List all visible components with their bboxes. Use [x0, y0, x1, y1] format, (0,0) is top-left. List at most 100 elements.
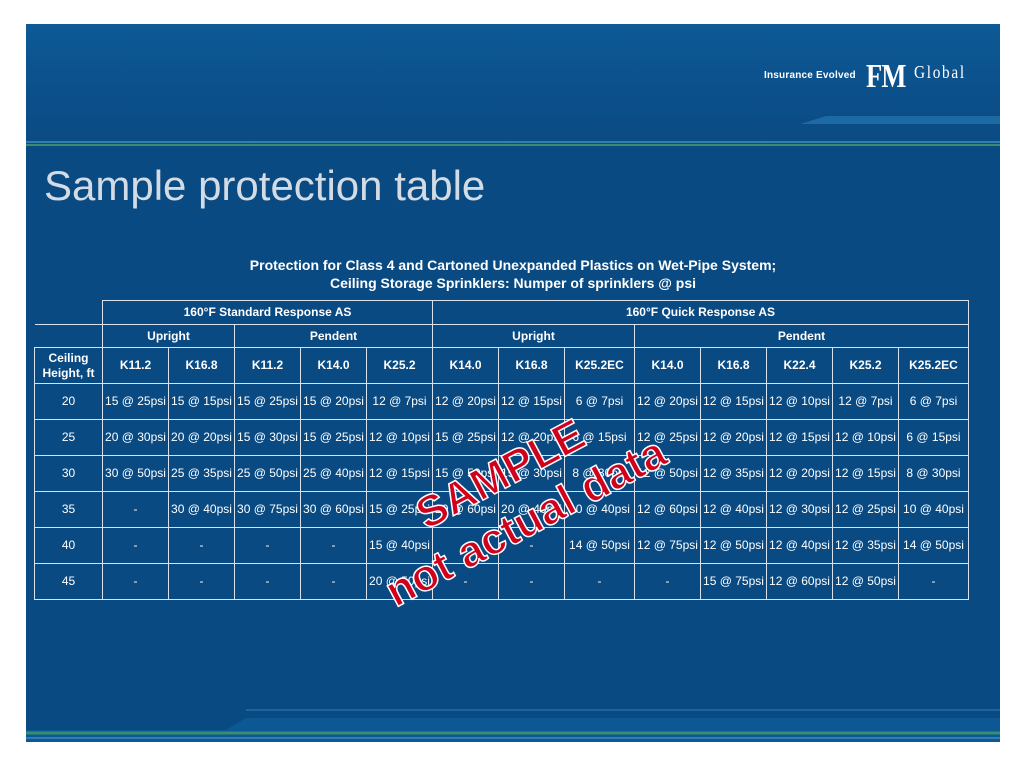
subgroup-quick-upright: Upright — [432, 324, 635, 348]
table-cell: 8 @ 30psi — [898, 455, 969, 492]
table-cell: - — [498, 563, 565, 600]
table-cell: 12 @ 50psi — [700, 527, 767, 564]
table-cell: 6 @ 15psi — [898, 419, 969, 456]
table-cell: 6 @ 15psi — [564, 419, 635, 456]
table-cell: 30 @ 50psi — [102, 455, 169, 492]
k-factor-header: K25.2 — [366, 347, 433, 384]
group-header-standard: 160°F Standard Response AS — [102, 300, 433, 325]
table-cell: 12 @ 25psi — [832, 491, 899, 528]
table-cell: - — [432, 527, 499, 564]
table-cell: 6 @ 7psi — [898, 383, 969, 420]
table-cell: 12 @ 10psi — [366, 419, 433, 456]
slide: Insurance Evolved FM Global Sample prote… — [26, 24, 1000, 742]
table-cell: 12 @ 20psi — [700, 419, 767, 456]
corner-cell — [34, 300, 103, 325]
table-cell: 20 @ 40psi — [498, 491, 565, 528]
header-band — [26, 24, 1000, 148]
k-factor-row: Ceiling Height, ft K11.2 K16.8 K11.2 K14.0 K… — [34, 347, 969, 384]
table-cell: - — [168, 527, 235, 564]
table-cell: 15 @ 75psi — [700, 563, 767, 600]
table-cell: 12 @ 50psi — [832, 563, 899, 600]
table-cell: - — [898, 563, 969, 600]
table-cell: 20 @ 30psi — [102, 419, 169, 456]
table-cell: 15 @ 25psi — [234, 383, 301, 420]
k-factor-header: K14.0 — [432, 347, 499, 384]
logo-tagline: Insurance Evolved — [764, 70, 856, 81]
table-cell: 14 @ 50psi — [564, 527, 635, 564]
subgroup-standard-upright: Upright — [102, 324, 235, 348]
table-cell: - — [102, 563, 169, 600]
table-cell: 8 @ 30psi — [564, 455, 635, 492]
subgroup-standard-pendent: Pendent — [234, 324, 433, 348]
k-factor-header: K22.4 — [766, 347, 833, 384]
ceiling-height-cell: 30 — [34, 455, 103, 492]
table-row: 45- - - -20 @ 50psi - - - -15 @ 75psi 12 @ 60psi… — [34, 563, 969, 600]
slide-title: Sample protection table — [44, 162, 486, 209]
table-cell: 30 @ 40psi — [168, 491, 235, 528]
table-cell: - — [300, 563, 367, 600]
table-cell: 12 @ 60psi — [634, 491, 701, 528]
k-factor-header: K16.8 — [498, 347, 565, 384]
table-cell: 15 @ 25psi — [102, 383, 169, 420]
table-caption-line-1: Protection for Class 4 and Cartoned Unex… — [249, 257, 777, 273]
table-cell: 12 @ 15psi — [766, 419, 833, 456]
table-cell: 12 @ 35psi — [832, 527, 899, 564]
table-cell: - — [168, 563, 235, 600]
table-cell: 14 @ 50psi — [898, 527, 969, 564]
table-cell: 12 @ 15psi — [700, 383, 767, 420]
table-row: 20 15 @ 25psi 15 @ 15psi 15 @ 25psi 15 @ 20p… — [34, 383, 969, 420]
ceiling-height-cell: 40 — [34, 527, 103, 564]
k-factor-header: K25.2 — [832, 347, 899, 384]
table-row: 30 30 @ 50psi 25 @ 35psi 25 @ 50psi 25 @ 40p… — [34, 455, 969, 492]
table-cell: 15 @ 20psi — [300, 383, 367, 420]
corner-cell-2 — [34, 324, 103, 348]
logo-global: Global — [914, 62, 966, 82]
table-caption: Protection for Class 4 and Cartoned Unex… — [26, 256, 1000, 292]
protection-table-wrapper: 160°F Standard Response AS 160°F Quick R… — [34, 300, 969, 600]
table-cell: 30 @ 60psi — [300, 491, 367, 528]
table-cell: 12 @ 10psi — [766, 383, 833, 420]
table-cell: - — [300, 527, 367, 564]
table-cell: 15 @ 40psi — [366, 527, 433, 564]
table-cell: 12 @ 15psi — [366, 455, 433, 492]
table-cell: 10 @ 40psi — [898, 491, 969, 528]
table-cell: 12 @ 30psi — [766, 491, 833, 528]
table-cell: - — [564, 563, 635, 600]
k-factor-header: K11.2 — [102, 347, 169, 384]
row-header-ceiling-height: Ceiling Height, ft — [34, 347, 103, 384]
table-cell: 20 @ 60psi — [432, 491, 499, 528]
table-cell: 15 @ 25psi — [300, 419, 367, 456]
header-decoration — [26, 116, 1000, 148]
table-cell: 15 @ 25psi — [432, 419, 499, 456]
table-cell: 12 @ 75psi — [634, 527, 701, 564]
ceiling-height-cell: 45 — [34, 563, 103, 600]
table-cell: 30 @ 75psi — [234, 491, 301, 528]
table-cell: 12 @ 40psi — [700, 491, 767, 528]
table-cell: - — [234, 527, 301, 564]
table-cell: 12 @ 60psi — [766, 563, 833, 600]
table-cell: 15 @ 30psi — [234, 419, 301, 456]
table-cell: 12 @ 10psi — [832, 419, 899, 456]
table-cell: 15 @ 25psi — [366, 491, 433, 528]
subgroup-quick-pendent: Pendent — [634, 324, 969, 348]
table-cell: 12 @ 7psi — [366, 383, 433, 420]
k-factor-header: K25.2EC — [564, 347, 635, 384]
table-cell: 15 @ 50psi — [432, 455, 499, 492]
table-cell: 12 @ 20psi — [766, 455, 833, 492]
table-caption-line-2: Ceiling Storage Sprinklers: Numper of sp… — [329, 275, 697, 291]
table-cell: - — [634, 563, 701, 600]
table-cell: 25 @ 50psi — [234, 455, 301, 492]
k-factor-header: K16.8 — [168, 347, 235, 384]
table-cell: 12 @ 20psi — [432, 383, 499, 420]
table-cell: 25 @ 40psi — [300, 455, 367, 492]
table-cell: 6 @ 7psi — [564, 383, 635, 420]
table-cell: 15 @ 30psi — [498, 455, 565, 492]
footer-decoration — [26, 709, 1000, 742]
group-header-row: 160°F Standard Response AS 160°F Quick R… — [34, 300, 969, 325]
table-row: 35-30 @ 40psi 30 @ 75psi 30 @ 60psi 15 @ 25… — [34, 491, 969, 528]
table-cell: 12 @ 7psi — [832, 383, 899, 420]
table-cell: - — [234, 563, 301, 600]
table-cell: 12 @ 15psi — [498, 383, 565, 420]
table-cell: - — [432, 563, 499, 600]
table-cell: 25 @ 35psi — [168, 455, 235, 492]
